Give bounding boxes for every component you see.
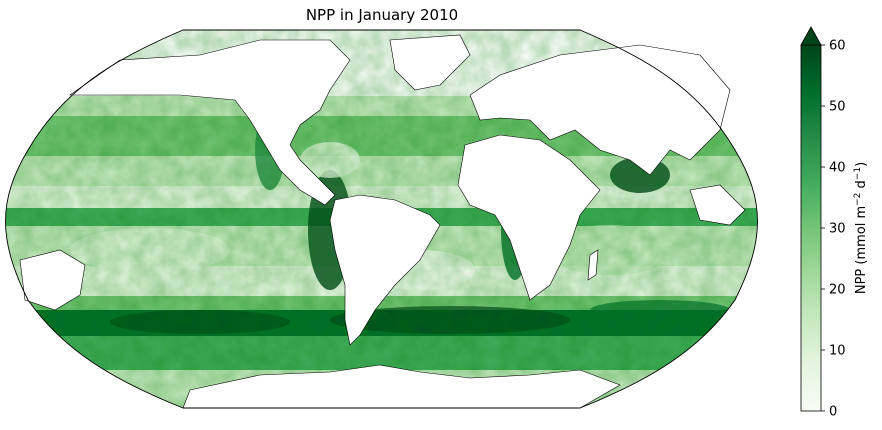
colorbar-tick-label: 30 — [829, 222, 846, 237]
eurasia — [469, 44, 731, 176]
maritime-asia — [689, 184, 746, 226]
land — [19, 34, 746, 409]
greenland — [389, 34, 471, 91]
colorbar-extend-arrow — [800, 26, 822, 46]
madagascar — [587, 249, 599, 281]
colorbar-body — [800, 44, 822, 412]
colorbar-tick-label: 0 — [829, 405, 837, 420]
south-america — [329, 194, 441, 346]
colorbar-tick-label: 50 — [829, 100, 846, 115]
colorbar-tick-label: 20 — [829, 283, 846, 298]
colorbar-tick-label: 60 — [829, 39, 846, 54]
colorbar: 0 10 20 30 40 50 60 NPP (mmol m−2 d−1) — [800, 26, 869, 420]
globe-outline — [5, 29, 758, 409]
africa — [457, 134, 601, 301]
colorbar-label: NPP (mmol m−2 d−1) — [853, 162, 869, 294]
colorbar-ticks: 0 10 20 30 40 50 60 — [821, 39, 846, 420]
colorbar-tick-label: 40 — [829, 161, 846, 176]
map-title: NPP in January 2010 — [305, 6, 459, 24]
north-america — [69, 39, 351, 206]
colorbar-tick-label: 10 — [829, 344, 846, 359]
australia — [19, 249, 86, 311]
